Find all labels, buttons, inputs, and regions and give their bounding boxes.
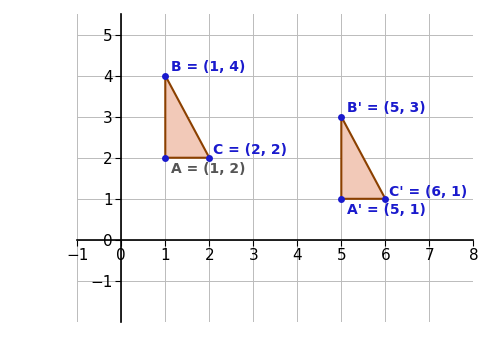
- Text: A' = (5, 1): A' = (5, 1): [347, 203, 426, 217]
- Text: C = (2, 2): C = (2, 2): [213, 144, 287, 158]
- Point: [382, 196, 389, 202]
- Point: [338, 196, 345, 202]
- Text: B = (1, 4): B = (1, 4): [170, 60, 245, 74]
- Point: [161, 155, 169, 161]
- Text: C' = (6, 1): C' = (6, 1): [389, 184, 467, 198]
- Point: [205, 155, 213, 161]
- Point: [338, 114, 345, 119]
- Polygon shape: [165, 76, 209, 158]
- Point: [161, 73, 169, 78]
- Polygon shape: [341, 117, 385, 199]
- Text: B' = (5, 3): B' = (5, 3): [347, 101, 425, 115]
- Text: A = (1, 2): A = (1, 2): [170, 162, 245, 176]
